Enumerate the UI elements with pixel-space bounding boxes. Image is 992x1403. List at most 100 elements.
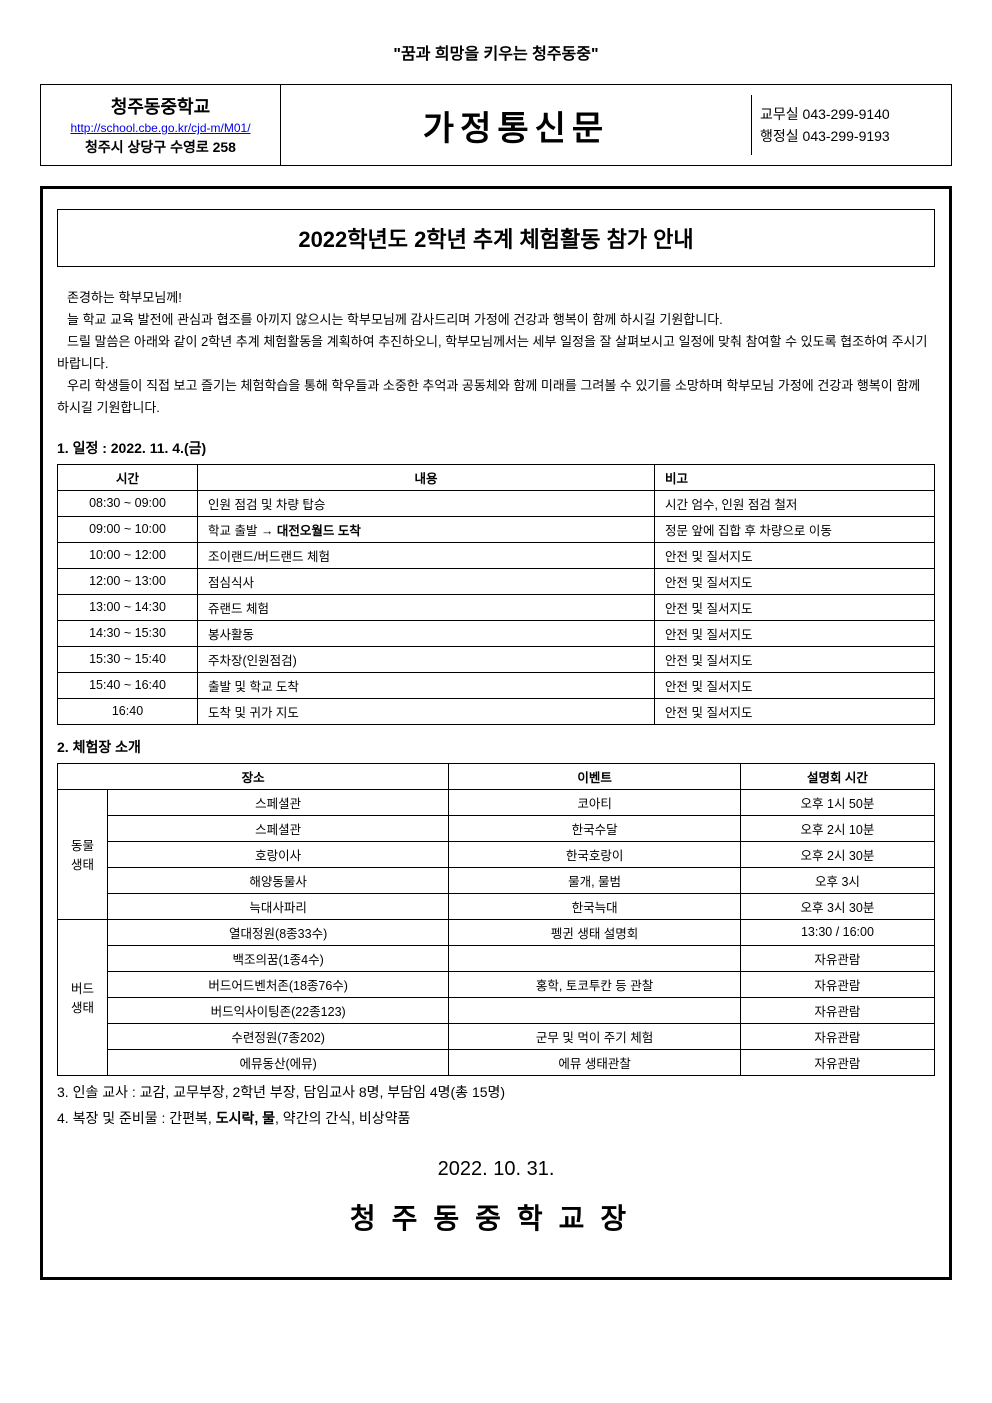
cell-note: 시간 엄수, 인원 점검 철저 bbox=[655, 490, 935, 516]
cell-event bbox=[449, 945, 741, 971]
cell-note: 안전 및 질서지도 bbox=[655, 646, 935, 672]
cell-content: 쥬랜드 체험 bbox=[198, 594, 655, 620]
item4-bold: 도시락, 물 bbox=[216, 1110, 275, 1126]
cell-event: 한국수달 bbox=[449, 815, 741, 841]
cell-place: 호랑이사 bbox=[108, 841, 449, 867]
cell-category: 동물생태 bbox=[58, 789, 108, 919]
cell-note: 안전 및 질서지도 bbox=[655, 594, 935, 620]
issue-date: 2022. 10. 31. bbox=[57, 1158, 935, 1181]
cell-event: 군무 및 먹이 주기 체험 bbox=[449, 1023, 741, 1049]
cell-time: 14:30 ~ 15:30 bbox=[58, 620, 198, 646]
cell-event bbox=[449, 997, 741, 1023]
school-info-block: 청주동중학교 http://school.cbe.go.kr/cjd-m/M01… bbox=[41, 85, 281, 165]
th-note: 비고 bbox=[655, 464, 935, 490]
cell-event: 펭귄 생태 설명회 bbox=[449, 919, 741, 945]
cell-place: 스페셜관 bbox=[108, 789, 449, 815]
cell-note: 안전 및 질서지도 bbox=[655, 620, 935, 646]
office2-line: 행정실 043-299-9193 bbox=[760, 125, 943, 147]
cell-session-time: 오후 2시 10분 bbox=[740, 815, 934, 841]
cell-session-time: 오후 1시 50분 bbox=[740, 789, 934, 815]
letterhead: 청주동중학교 http://school.cbe.go.kr/cjd-m/M01… bbox=[40, 84, 952, 166]
cell-place: 스페셜관 bbox=[108, 815, 449, 841]
cell-session-time: 자유관람 bbox=[740, 997, 934, 1023]
cell-content: 도착 및 귀가 지도 bbox=[198, 698, 655, 724]
th-time: 시간 bbox=[58, 464, 198, 490]
cell-event: 에뮤 생태관찰 bbox=[449, 1049, 741, 1075]
table-row: 버드생태열대정원(8종33수)펭귄 생태 설명회13:30 / 16:00 bbox=[58, 919, 935, 945]
table-header-row: 장소 이벤트 설명회 시간 bbox=[58, 763, 935, 789]
cell-event: 한국늑대 bbox=[449, 893, 741, 919]
venue-heading: 2. 체험장 소개 bbox=[57, 737, 935, 757]
table-row: 해양동물사물개, 물범오후 3시 bbox=[58, 867, 935, 893]
table-row: 10:00 ~ 12:00조이랜드/버드랜드 체험안전 및 질서지도 bbox=[58, 542, 935, 568]
th-event: 이벤트 bbox=[449, 763, 741, 789]
cell-note: 안전 및 질서지도 bbox=[655, 542, 935, 568]
cell-content: 주차장(인원점검) bbox=[198, 646, 655, 672]
venue-table: 장소 이벤트 설명회 시간 동물생태스페셜관코아티오후 1시 50분스페셜관한국… bbox=[57, 763, 935, 1076]
cell-event: 한국호랑이 bbox=[449, 841, 741, 867]
school-name: 청주동중학교 bbox=[45, 93, 276, 119]
table-row: 12:00 ~ 13:00점심식사안전 및 질서지도 bbox=[58, 568, 935, 594]
cell-session-time: 자유관람 bbox=[740, 945, 934, 971]
cell-time: 12:00 ~ 13:00 bbox=[58, 568, 198, 594]
table-row: 16:40도착 및 귀가 지도안전 및 질서지도 bbox=[58, 698, 935, 724]
banner-title: 가정통신문 bbox=[281, 101, 751, 150]
table-row: 09:00 ~ 10:00학교 출발 → 대전오월드 도착정문 앞에 집합 후 … bbox=[58, 516, 935, 542]
cell-session-time: 오후 2시 30분 bbox=[740, 841, 934, 867]
cell-time: 10:00 ~ 12:00 bbox=[58, 542, 198, 568]
cell-place: 열대정원(8종33수) bbox=[108, 919, 449, 945]
cell-place: 버드익사이팅존(22종123) bbox=[108, 997, 449, 1023]
th-session-time: 설명회 시간 bbox=[740, 763, 934, 789]
cell-content: 점심식사 bbox=[198, 568, 655, 594]
cell-place: 에뮤동산(에뮤) bbox=[108, 1049, 449, 1075]
cell-time: 15:40 ~ 16:40 bbox=[58, 672, 198, 698]
cell-place: 버드어드벤처존(18종76수) bbox=[108, 971, 449, 997]
cell-note: 안전 및 질서지도 bbox=[655, 698, 935, 724]
cell-content: 인원 점검 및 차량 탑승 bbox=[198, 490, 655, 516]
item4-prefix: 4. 복장 및 준비물 : 간편복, bbox=[57, 1110, 216, 1126]
cell-note: 안전 및 질서지도 bbox=[655, 568, 935, 594]
cell-content: 조이랜드/버드랜드 체험 bbox=[198, 542, 655, 568]
schedule-heading: 1. 일정 : 2022. 11. 4.(금) bbox=[57, 438, 935, 458]
office1-phone: 043-299-9140 bbox=[803, 106, 890, 122]
cell-event: 코아티 bbox=[449, 789, 741, 815]
cell-session-time: 오후 3시 30분 bbox=[740, 893, 934, 919]
cell-content: 출발 및 학교 도착 bbox=[198, 672, 655, 698]
office1-label: 교무실 bbox=[760, 106, 799, 122]
contact-block: 교무실 043-299-9140 행정실 043-299-9193 bbox=[751, 95, 951, 156]
cell-time: 15:30 ~ 15:40 bbox=[58, 646, 198, 672]
cell-time: 16:40 bbox=[58, 698, 198, 724]
document-title: 2022학년도 2학년 추계 체험활동 참가 안내 bbox=[57, 209, 935, 267]
cell-event: 물개, 물범 bbox=[449, 867, 741, 893]
table-row: 버드어드벤처존(18종76수)홍학, 토코투칸 등 관찰자유관람 bbox=[58, 971, 935, 997]
intro-line: 우리 학생들이 직접 보고 즐기는 체험학습을 통해 학우들과 소중한 추억과 … bbox=[57, 375, 935, 419]
table-row: 호랑이사한국호랑이오후 2시 30분 bbox=[58, 841, 935, 867]
item4-line: 4. 복장 및 준비물 : 간편복, 도시락, 물, 약간의 간식, 비상약품 bbox=[57, 1108, 935, 1128]
table-row: 에뮤동산(에뮤)에뮤 생태관찰자유관람 bbox=[58, 1049, 935, 1075]
intro-line: 존경하는 학부모님께! bbox=[57, 287, 935, 309]
cell-time: 08:30 ~ 09:00 bbox=[58, 490, 198, 516]
table-row: 14:30 ~ 15:30봉사활동안전 및 질서지도 bbox=[58, 620, 935, 646]
cell-place: 해양동물사 bbox=[108, 867, 449, 893]
cell-time: 13:00 ~ 14:30 bbox=[58, 594, 198, 620]
cell-time: 09:00 ~ 10:00 bbox=[58, 516, 198, 542]
intro-line: 드릴 말씀은 아래와 같이 2학년 추계 체험활동을 계획하여 추진하오니, 학… bbox=[57, 331, 935, 375]
table-row: 수련정원(7종202)군무 및 먹이 주기 체험자유관람 bbox=[58, 1023, 935, 1049]
intro-line: 늘 학교 교육 발전에 관심과 협조를 아끼지 않으시는 학부모님께 감사드리며… bbox=[57, 309, 935, 331]
schedule-table: 시간 내용 비고 08:30 ~ 09:00인원 점검 및 차량 탑승시간 엄수… bbox=[57, 464, 935, 725]
office1-line: 교무실 043-299-9140 bbox=[760, 103, 943, 125]
cell-content: 학교 출발 → 대전오월드 도착 bbox=[198, 516, 655, 542]
office2-phone: 043-299-9193 bbox=[803, 128, 890, 144]
table-row: 스페셜관한국수달오후 2시 10분 bbox=[58, 815, 935, 841]
table-row: 08:30 ~ 09:00인원 점검 및 차량 탑승시간 엄수, 인원 점검 철… bbox=[58, 490, 935, 516]
th-place: 장소 bbox=[58, 763, 449, 789]
cell-session-time: 자유관람 bbox=[740, 1023, 934, 1049]
main-content-frame: 2022학년도 2학년 추계 체험활동 참가 안내 존경하는 학부모님께! 늘 … bbox=[40, 186, 952, 1280]
cell-place: 늑대사파리 bbox=[108, 893, 449, 919]
cell-session-time: 오후 3시 bbox=[740, 867, 934, 893]
cell-session-time: 13:30 / 16:00 bbox=[740, 919, 934, 945]
cell-note: 정문 앞에 집합 후 차량으로 이동 bbox=[655, 516, 935, 542]
cell-place: 수련정원(7종202) bbox=[108, 1023, 449, 1049]
school-url-link[interactable]: http://school.cbe.go.kr/cjd-m/M01/ bbox=[45, 121, 276, 135]
cell-session-time: 자유관람 bbox=[740, 1049, 934, 1075]
